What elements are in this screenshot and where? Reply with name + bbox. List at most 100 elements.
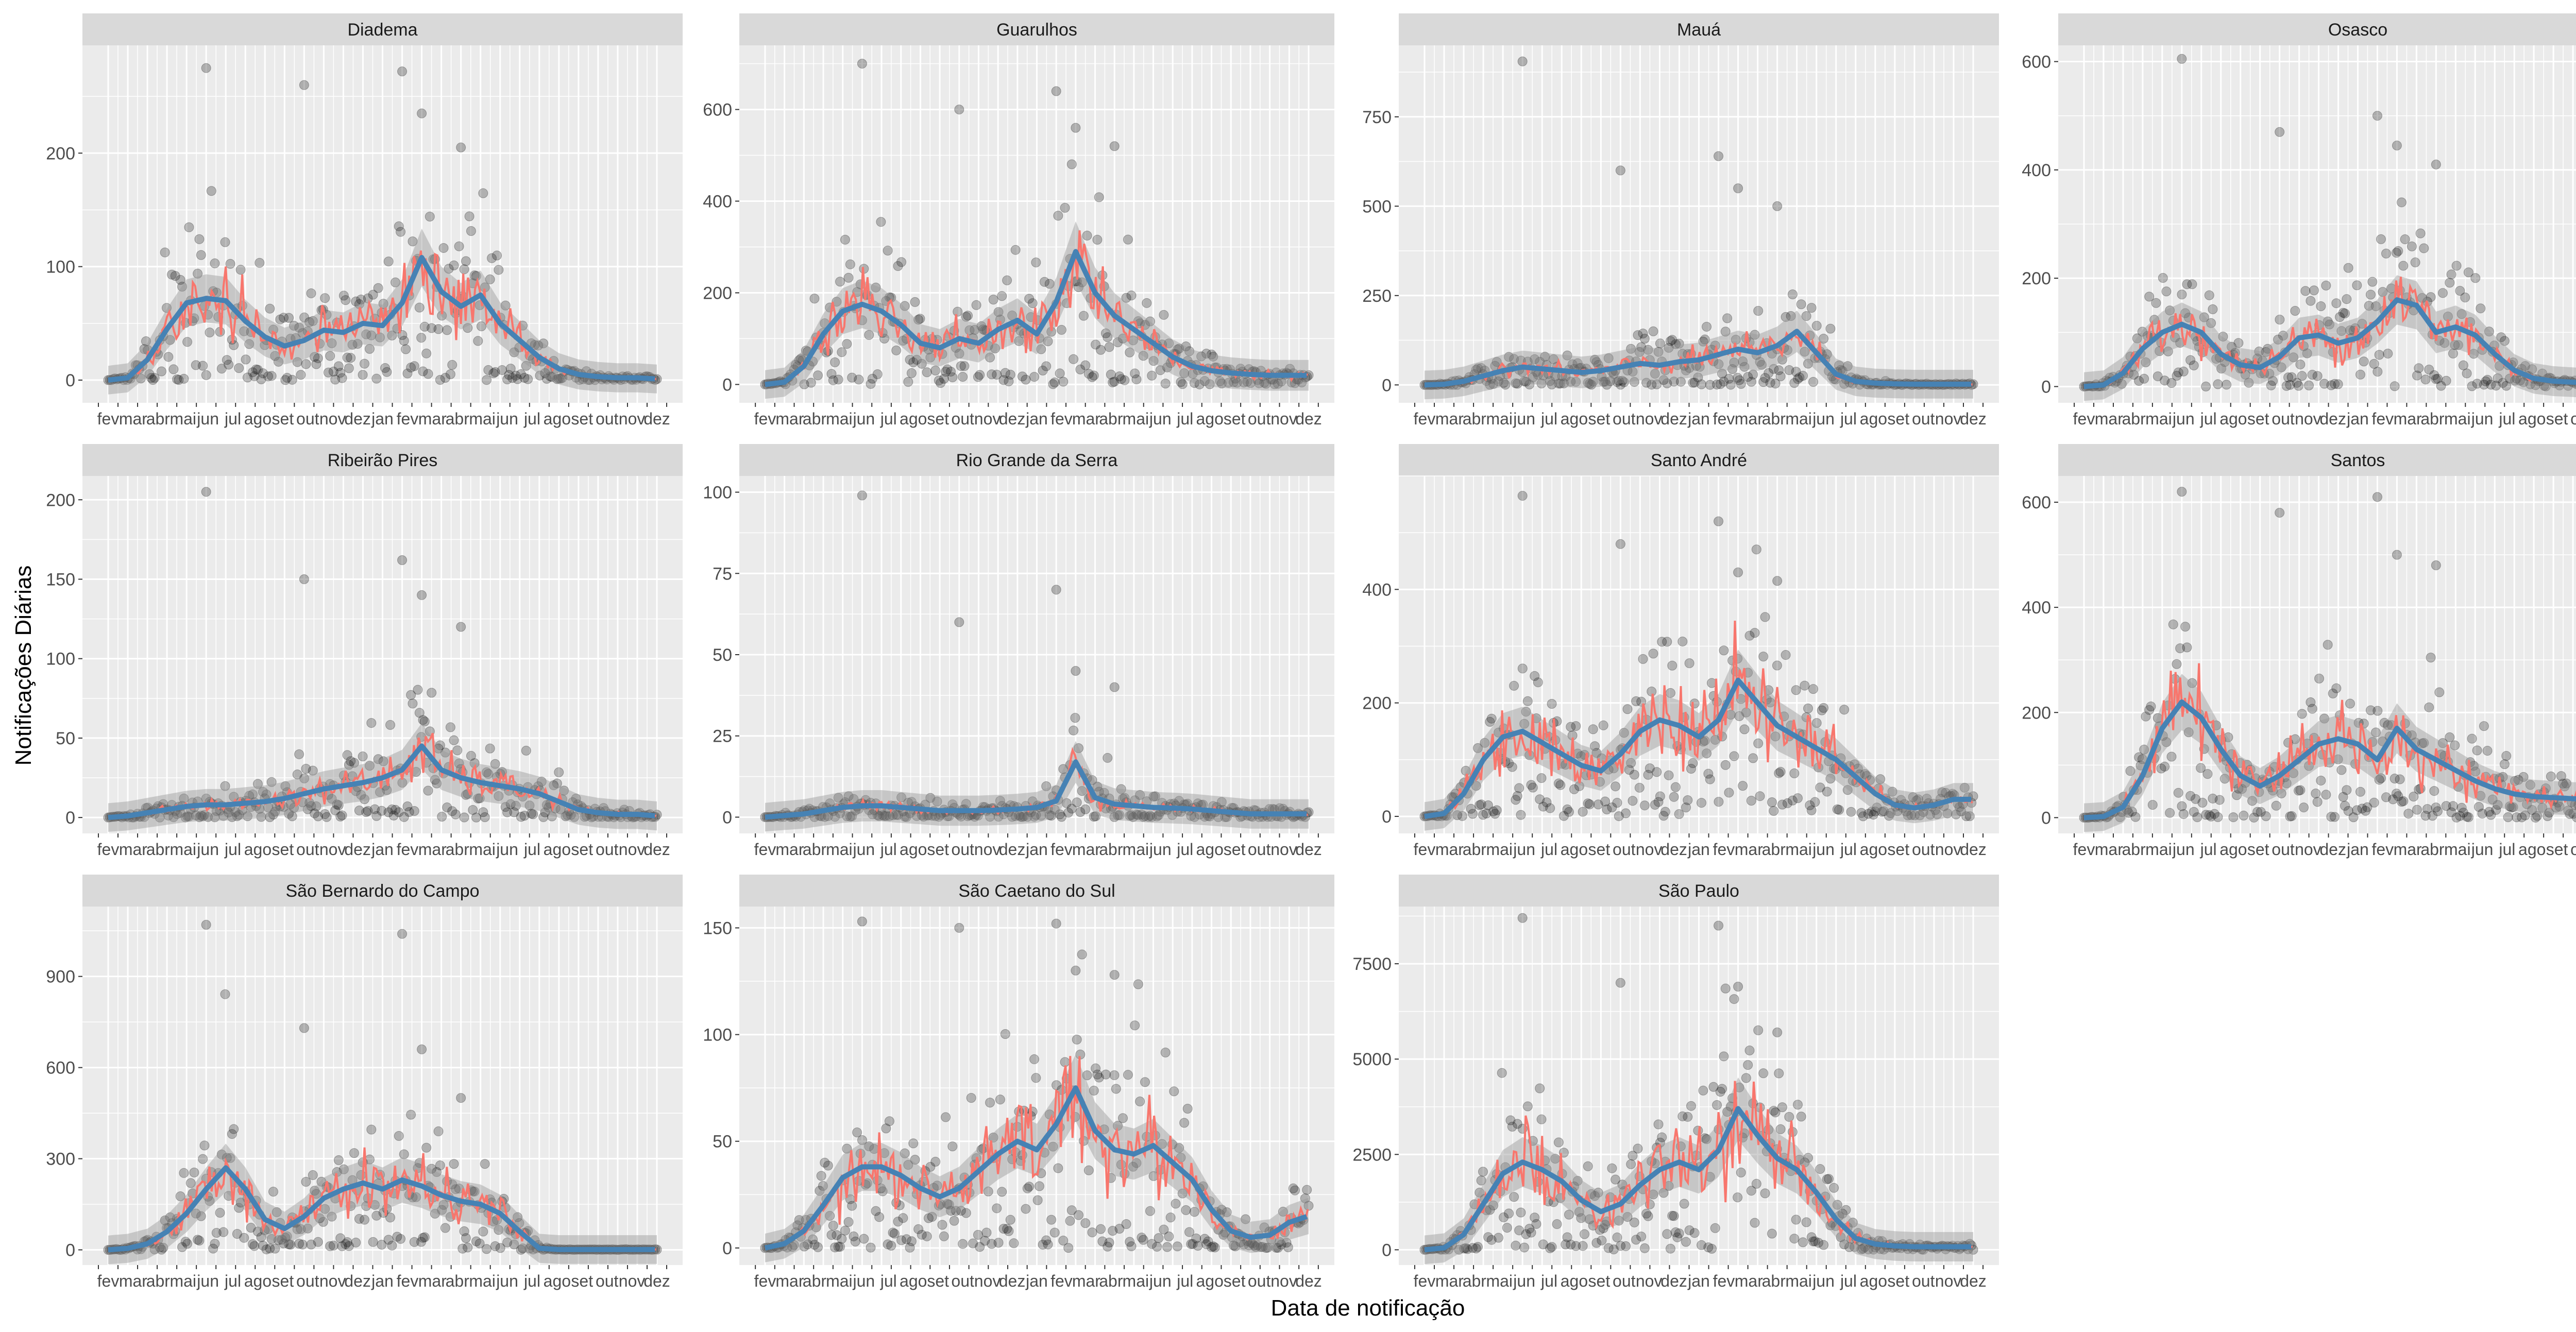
data-point: [1683, 795, 1693, 805]
data-point: [1811, 320, 1822, 331]
data-point: [1775, 371, 1786, 382]
data-point: [845, 259, 855, 269]
x-tick-label: abr: [1463, 409, 1487, 428]
data-point: [1514, 783, 1524, 793]
x-tick-label: mar: [418, 409, 447, 428]
data-point: [358, 370, 368, 380]
data-point: [993, 1238, 1004, 1248]
data-point: [235, 265, 246, 275]
data-point: [297, 1239, 308, 1250]
data-point: [1774, 1068, 1784, 1079]
data-point: [1725, 380, 1736, 390]
data-point: [791, 360, 801, 370]
data-point: [859, 1234, 869, 1244]
data-point: [1089, 370, 1099, 381]
data-point: [450, 809, 461, 819]
data-point: [156, 366, 166, 377]
data-point: [1720, 760, 1731, 770]
data-point: [1621, 808, 1631, 818]
data-point: [1621, 1241, 1631, 1251]
x-tick-label: dez: [344, 840, 371, 859]
data-point: [1096, 1224, 1106, 1234]
facet-title: São Bernardo do Campo: [285, 881, 479, 901]
x-tick-label: abr: [446, 840, 470, 859]
data-point: [1781, 650, 1791, 660]
data-point: [1648, 326, 1658, 336]
data-point: [1060, 1057, 1070, 1067]
data-point: [380, 363, 391, 373]
data-point: [308, 316, 318, 326]
data-point: [2331, 298, 2342, 309]
data-point: [490, 367, 500, 377]
x-tick-label: mai: [1486, 840, 1513, 859]
outlier-point: [201, 487, 211, 497]
data-point: [867, 373, 877, 384]
data-point: [1138, 1235, 1148, 1245]
x-tick-label: mai: [2444, 409, 2471, 428]
data-point: [2467, 733, 2477, 744]
data-point: [2294, 381, 2304, 391]
data-point: [504, 370, 514, 380]
data-point: [2214, 795, 2225, 805]
x-tick-label: nov: [974, 840, 1001, 859]
data-point: [435, 374, 445, 385]
data-point: [268, 1187, 279, 1197]
y-tick-label: 0: [1382, 807, 1392, 827]
x-tick-label: nov: [1636, 409, 1663, 428]
x-tick-label: fev: [97, 1272, 120, 1290]
data-point: [2472, 745, 2482, 756]
data-point: [866, 379, 876, 389]
data-point: [299, 312, 310, 322]
data-point: [1769, 806, 1779, 816]
data-point: [242, 372, 252, 383]
data-point: [287, 374, 297, 385]
data-point: [1160, 1047, 1171, 1057]
data-point: [284, 313, 294, 323]
data-point: [2314, 673, 2325, 684]
y-tick-label: 50: [713, 645, 732, 665]
x-tick-label: ago: [1561, 1272, 1588, 1290]
data-point: [1622, 704, 1633, 714]
x-tick-label: jul: [2498, 409, 2515, 428]
x-tick-label: set: [927, 840, 949, 859]
data-point: [1733, 1192, 1743, 1203]
data-point: [1210, 1242, 1220, 1253]
outlier-point: [1714, 516, 1724, 526]
data-point: [452, 745, 463, 756]
data-point: [2406, 241, 2417, 251]
data-point: [447, 360, 457, 370]
data-point: [146, 373, 156, 383]
data-point: [1066, 159, 1077, 169]
data-point: [2441, 375, 2451, 386]
data-point: [1181, 1205, 1191, 1215]
x-tick-label: dez: [999, 1272, 1026, 1290]
data-point: [828, 1220, 838, 1231]
data-point: [1104, 342, 1114, 352]
data-point: [1664, 770, 1674, 780]
facet-title: Ribeirão Pires: [328, 451, 438, 470]
data-point: [402, 368, 413, 379]
data-point: [835, 1242, 845, 1252]
x-tick-label: abr: [1099, 409, 1123, 428]
data-point: [423, 369, 433, 379]
x-tick-label: nov: [1935, 1272, 1962, 1290]
x-tick-label: jan: [1025, 409, 1048, 428]
data-point: [478, 188, 488, 198]
data-point: [1674, 809, 1684, 819]
data-point: [1698, 1085, 1708, 1096]
data-point: [530, 340, 540, 350]
data-point: [210, 258, 220, 268]
data-point: [1536, 773, 1547, 783]
x-tick-label: set: [1887, 1272, 1909, 1290]
data-point: [310, 352, 320, 362]
data-point: [177, 282, 188, 292]
data-point: [366, 1124, 377, 1135]
data-point: [864, 330, 874, 340]
data-point: [172, 374, 182, 384]
data-point: [1120, 375, 1130, 385]
data-point: [1126, 291, 1137, 301]
x-tick-label: out: [596, 1272, 619, 1290]
data-point: [1755, 791, 1765, 801]
